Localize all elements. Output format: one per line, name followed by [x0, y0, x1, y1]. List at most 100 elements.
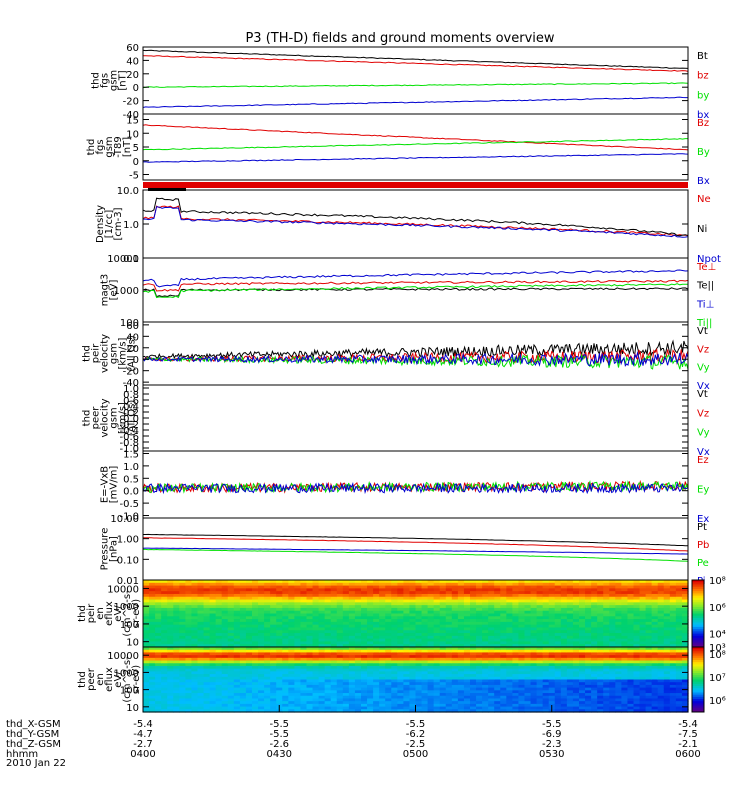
y-tick-label: -1.0	[119, 444, 139, 455]
heatmap-cell	[548, 657, 556, 662]
heatmap-cell	[330, 668, 338, 672]
heatmap-cell	[282, 703, 289, 708]
heatmap-cell	[421, 619, 429, 623]
heatmap-cell	[270, 679, 277, 683]
heatmap-cell	[300, 668, 308, 672]
heatmap-cell	[379, 690, 386, 694]
heatmap-cell	[572, 593, 580, 598]
heatmap-cell	[143, 591, 150, 595]
heatmap-cell	[439, 580, 447, 584]
time-axis-row-label: hhmm	[6, 749, 38, 760]
heatmap-cell	[197, 687, 205, 691]
heatmap-cell	[294, 655, 302, 659]
heatmap-cell	[143, 668, 150, 672]
heatmap-cell	[603, 580, 610, 584]
heatmap-cell	[203, 580, 211, 584]
heatmap-cell	[403, 676, 411, 681]
heatmap-cell	[354, 657, 362, 662]
heatmap-cell	[336, 706, 344, 710]
heatmap-cell	[385, 665, 392, 670]
heatmap-cell	[421, 671, 429, 675]
heatmap-cell	[488, 591, 495, 595]
heatmap-cell	[270, 649, 277, 654]
heatmap-cell	[318, 641, 326, 645]
heatmap-cell	[494, 602, 501, 606]
heatmap-cell	[209, 682, 217, 686]
colorbar-segment	[692, 649, 704, 652]
heatmap-cell	[185, 580, 193, 584]
heatmap-cell	[663, 593, 671, 598]
heatmap-cell	[227, 709, 235, 713]
heatmap-cell	[173, 619, 180, 623]
state-bar	[143, 182, 688, 188]
heatmap-cell	[143, 652, 150, 656]
heatmap-cell	[143, 676, 150, 681]
heatmap-cell	[264, 602, 271, 606]
heatmap-cell	[288, 638, 295, 643]
heatmap-cell	[342, 607, 350, 612]
heatmap-cell	[457, 591, 465, 595]
heatmap-cell	[403, 607, 411, 612]
heatmap-cell	[463, 687, 471, 691]
heatmap-cell	[173, 602, 180, 606]
heatmap-cell	[482, 588, 489, 592]
heatmap-cell	[179, 613, 186, 617]
heatmap-cell	[245, 621, 253, 626]
heatmap-cell	[488, 665, 495, 670]
heatmap-cell	[403, 602, 411, 606]
heatmap-cell	[227, 580, 235, 584]
heatmap-cell	[597, 582, 604, 587]
heatmap-cell	[221, 633, 229, 637]
heatmap-cell	[209, 701, 217, 705]
heatmap-cell	[252, 585, 259, 589]
heatmap-cell	[336, 607, 344, 612]
heatmap-cell	[633, 649, 641, 654]
heatmap-cell	[609, 668, 616, 672]
heatmap-cell	[663, 616, 671, 620]
heatmap-cell	[500, 613, 507, 617]
heatmap-cell	[554, 657, 562, 662]
heatmap-cell	[203, 582, 211, 587]
time-axis-row-label: thd_Z-GSM	[6, 739, 61, 750]
heatmap-cell	[385, 693, 392, 697]
heatmap-cell	[554, 602, 562, 606]
heatmap-cell	[542, 616, 550, 620]
heatmap-cell	[245, 627, 253, 631]
heatmap-cell	[191, 684, 199, 689]
heatmap-cell	[500, 596, 507, 601]
heatmap-cell	[215, 652, 223, 656]
heatmap-cell	[324, 668, 332, 672]
heatmap-cell	[506, 698, 513, 702]
heatmap-cell	[470, 580, 477, 584]
heatmap-cell	[415, 693, 423, 697]
heatmap-cell	[197, 599, 205, 603]
heatmap-cell	[270, 582, 277, 587]
heatmap-cell	[336, 684, 344, 689]
heatmap-cell	[288, 602, 295, 606]
heatmap-cell	[445, 607, 453, 612]
heatmap-cell	[433, 619, 441, 623]
heatmap-cell	[361, 687, 368, 691]
heatmap-cell	[221, 657, 229, 662]
heatmap-cell	[433, 621, 441, 626]
heatmap-cell	[348, 633, 356, 637]
heatmap-cell	[548, 676, 556, 681]
heatmap-cell	[482, 657, 489, 662]
heatmap-cell	[427, 607, 435, 612]
heatmap-cell	[245, 580, 253, 584]
heatmap-cell	[258, 585, 265, 589]
heatmap-cell	[397, 676, 404, 681]
heatmap-cell	[367, 644, 374, 648]
heatmap-cell	[330, 602, 338, 606]
heatmap-cell	[342, 633, 350, 637]
heatmap-cell	[367, 591, 374, 595]
heatmap-cell	[367, 649, 374, 654]
heatmap-cell	[609, 655, 616, 659]
heatmap-cell	[615, 652, 622, 656]
heatmap-cell	[385, 668, 392, 672]
heatmap-cell	[282, 635, 289, 640]
heatmap-cell	[645, 687, 653, 691]
heatmap-cell	[373, 633, 380, 637]
heatmap-cell	[445, 682, 453, 686]
heatmap-cell	[379, 695, 386, 700]
